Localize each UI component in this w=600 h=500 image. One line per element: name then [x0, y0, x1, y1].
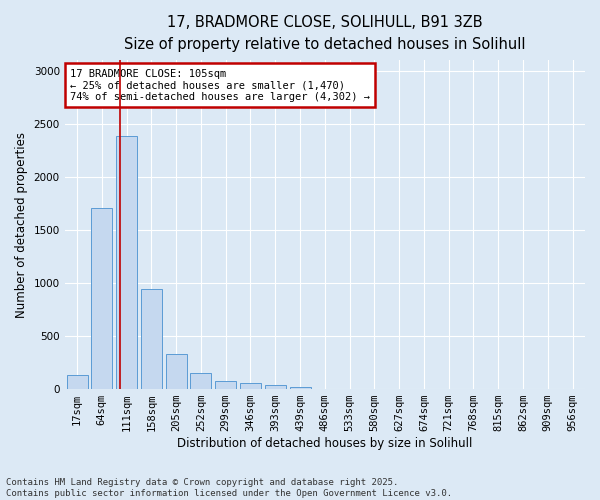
Bar: [240, 384, 261, 389]
Bar: [166, 354, 187, 389]
Bar: [265, 385, 286, 389]
Y-axis label: Number of detached properties: Number of detached properties: [15, 132, 28, 318]
Bar: [215, 380, 236, 389]
Bar: [290, 388, 311, 389]
Text: Contains HM Land Registry data © Crown copyright and database right 2025.
Contai: Contains HM Land Registry data © Crown c…: [6, 478, 452, 498]
Bar: [141, 290, 162, 389]
Bar: [91, 208, 112, 389]
Bar: [116, 136, 137, 389]
X-axis label: Distribution of detached houses by size in Solihull: Distribution of detached houses by size …: [177, 437, 473, 450]
Title: 17, BRADMORE CLOSE, SOLIHULL, B91 3ZB
Size of property relative to detached hous: 17, BRADMORE CLOSE, SOLIHULL, B91 3ZB Si…: [124, 15, 526, 52]
Text: 17 BRADMORE CLOSE: 105sqm
← 25% of detached houses are smaller (1,470)
74% of se: 17 BRADMORE CLOSE: 105sqm ← 25% of detac…: [70, 68, 370, 102]
Bar: [190, 373, 211, 389]
Bar: [67, 376, 88, 389]
Bar: [314, 388, 335, 389]
